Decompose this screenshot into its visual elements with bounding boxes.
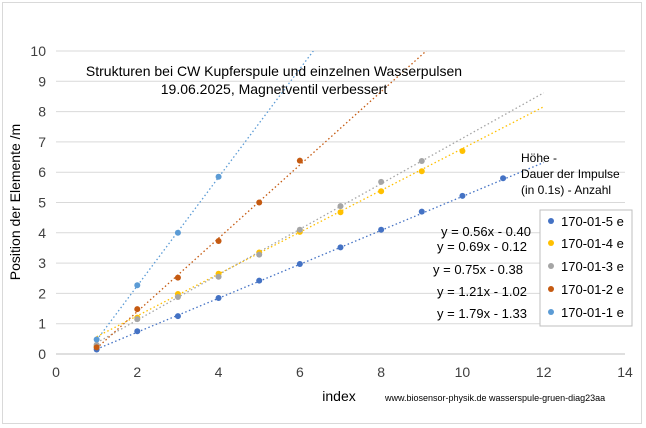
data-point-170-01-4-e-7 — [337, 209, 344, 216]
trendline-170-01-4-e — [96, 106, 545, 338]
trendline-170-01-2-e — [96, 51, 428, 349]
legend-label: 170-01-2 e — [561, 282, 624, 297]
data-point-170-01-3-e-7 — [337, 203, 344, 210]
equation-170-01-1: y = 1.79x - 1.33 — [437, 306, 527, 321]
footer-source: www.biosensor-physik.de wasserspule-grue… — [384, 393, 605, 403]
legend-marker — [548, 263, 554, 269]
legend: 170-01-5 e 170-01-4 e 170-01-3 e 170-01-… — [539, 209, 633, 327]
y-tick-label: 1 — [38, 316, 46, 332]
x-tick-label: 0 — [52, 364, 60, 380]
data-point-170-01-1-e-1 — [93, 336, 100, 343]
legend-marker — [548, 218, 554, 224]
legend-label: 170-01-1 e — [561, 305, 624, 320]
data-point-170-01-2-e-6 — [296, 157, 303, 164]
equation-170-01-5: y = 0.56x - 0.40 — [441, 224, 531, 239]
chart-subtitle: 19.06.2025, Magnetventil verbessert — [161, 81, 388, 97]
legend-note-line-3: (in 0.1s) - Anzahl — [521, 183, 611, 197]
data-point-170-01-3-e-5 — [256, 251, 263, 258]
data-point-170-01-3-e-3 — [174, 294, 181, 301]
trend-equations: y = 0.56x - 0.40 y = 0.69x - 0.12 y = 0.… — [433, 224, 531, 321]
legend-note-line-1: Höhe - — [521, 151, 557, 165]
trendlines — [96, 51, 545, 350]
trendline-170-01-5-e — [96, 161, 544, 350]
gridlines — [56, 50, 625, 325]
data-point-170-01-4-e-9 — [418, 168, 425, 175]
trendline-170-01-3-e — [96, 92, 545, 344]
y-tick-label: 6 — [38, 164, 46, 180]
data-point-170-01-2-e-1 — [93, 344, 100, 351]
data-point-170-01-1-e-2 — [134, 282, 141, 289]
legend-label: 170-01-5 e — [561, 214, 624, 229]
legend-marker — [548, 309, 554, 315]
data-point-170-01-4-e-8 — [378, 188, 385, 195]
data-point-170-01-2-e-2 — [134, 306, 141, 313]
legend-box — [539, 209, 633, 327]
data-point-170-01-5-e-2 — [134, 328, 141, 335]
legend-label: 170-01-3 e — [561, 259, 624, 274]
data-point-170-01-1-e-3 — [174, 229, 181, 236]
x-tick-label: 8 — [377, 364, 385, 380]
legend-marker — [548, 286, 554, 292]
x-tick-label: 2 — [133, 364, 141, 380]
data-point-170-01-2-e-4 — [215, 237, 222, 244]
data-point-170-01-5-e-9 — [418, 208, 425, 215]
y-tick-label: 0 — [38, 346, 46, 362]
data-point-170-01-5-e-5 — [256, 277, 263, 284]
data-points — [93, 147, 507, 353]
data-point-170-01-3-e-4 — [215, 273, 222, 280]
chart-title: Strukturen bei CW Kupferspule und einzel… — [86, 63, 462, 79]
legend-note-line-2: Dauer der Impulse — [521, 167, 620, 181]
data-point-170-01-5-e-7 — [337, 244, 344, 251]
x-tick-label: 6 — [296, 364, 304, 380]
legend-note: Höhe - Dauer der Impulse (in 0.1s) - Anz… — [521, 151, 620, 197]
equation-170-01-2: y = 1.21x - 1.02 — [437, 284, 527, 299]
y-tick-label: 8 — [38, 104, 46, 120]
x-tick-label: 10 — [455, 364, 471, 380]
y-tick-label: 10 — [30, 43, 46, 59]
data-point-170-01-5-e-10 — [459, 192, 466, 199]
x-tick-label: 12 — [536, 364, 552, 380]
y-tick-label: 2 — [38, 285, 46, 301]
y-tick-label: 7 — [38, 134, 46, 150]
legend-item-170-01-5: 170-01-5 e — [548, 214, 624, 229]
legend-label: 170-01-4 e — [561, 236, 624, 251]
data-point-170-01-5-e-6 — [296, 261, 303, 268]
y-tick-label: 3 — [38, 255, 46, 271]
data-point-170-01-1-e-4 — [215, 173, 222, 180]
x-tick-label: 14 — [617, 364, 633, 380]
equation-170-01-3: y = 0.75x - 0.38 — [433, 262, 523, 277]
data-point-170-01-3-e-8 — [378, 178, 385, 185]
x-axis-title: index — [322, 388, 355, 404]
data-point-170-01-3-e-6 — [296, 226, 303, 233]
y-axis-title: Position der Elemente /m — [7, 124, 23, 280]
data-point-170-01-5-e-11 — [500, 175, 507, 182]
trendline-170-01-1-e — [96, 51, 315, 341]
y-tick-label: 4 — [38, 225, 46, 241]
data-point-170-01-3-e-9 — [418, 157, 425, 164]
y-tick-label: 5 — [38, 195, 46, 211]
equation-170-01-4: y = 0.69x - 0.12 — [437, 239, 527, 254]
x-tick-label: 4 — [215, 364, 223, 380]
data-point-170-01-2-e-3 — [174, 274, 181, 281]
y-tick-label: 9 — [38, 73, 46, 89]
legend-item-170-01-1: 170-01-1 e — [548, 305, 624, 320]
data-point-170-01-3-e-2 — [134, 316, 141, 323]
legend-marker — [548, 240, 554, 246]
data-point-170-01-5-e-8 — [378, 226, 385, 233]
data-point-170-01-5-e-4 — [215, 294, 222, 301]
data-point-170-01-4-e-10 — [459, 147, 466, 154]
legend-item-170-01-3: 170-01-3 e — [548, 259, 624, 274]
data-point-170-01-2-e-5 — [256, 199, 263, 206]
legend-item-170-01-2: 170-01-2 e — [548, 282, 624, 297]
data-point-170-01-5-e-3 — [174, 313, 181, 320]
legend-item-170-01-4: 170-01-4 e — [548, 236, 624, 251]
